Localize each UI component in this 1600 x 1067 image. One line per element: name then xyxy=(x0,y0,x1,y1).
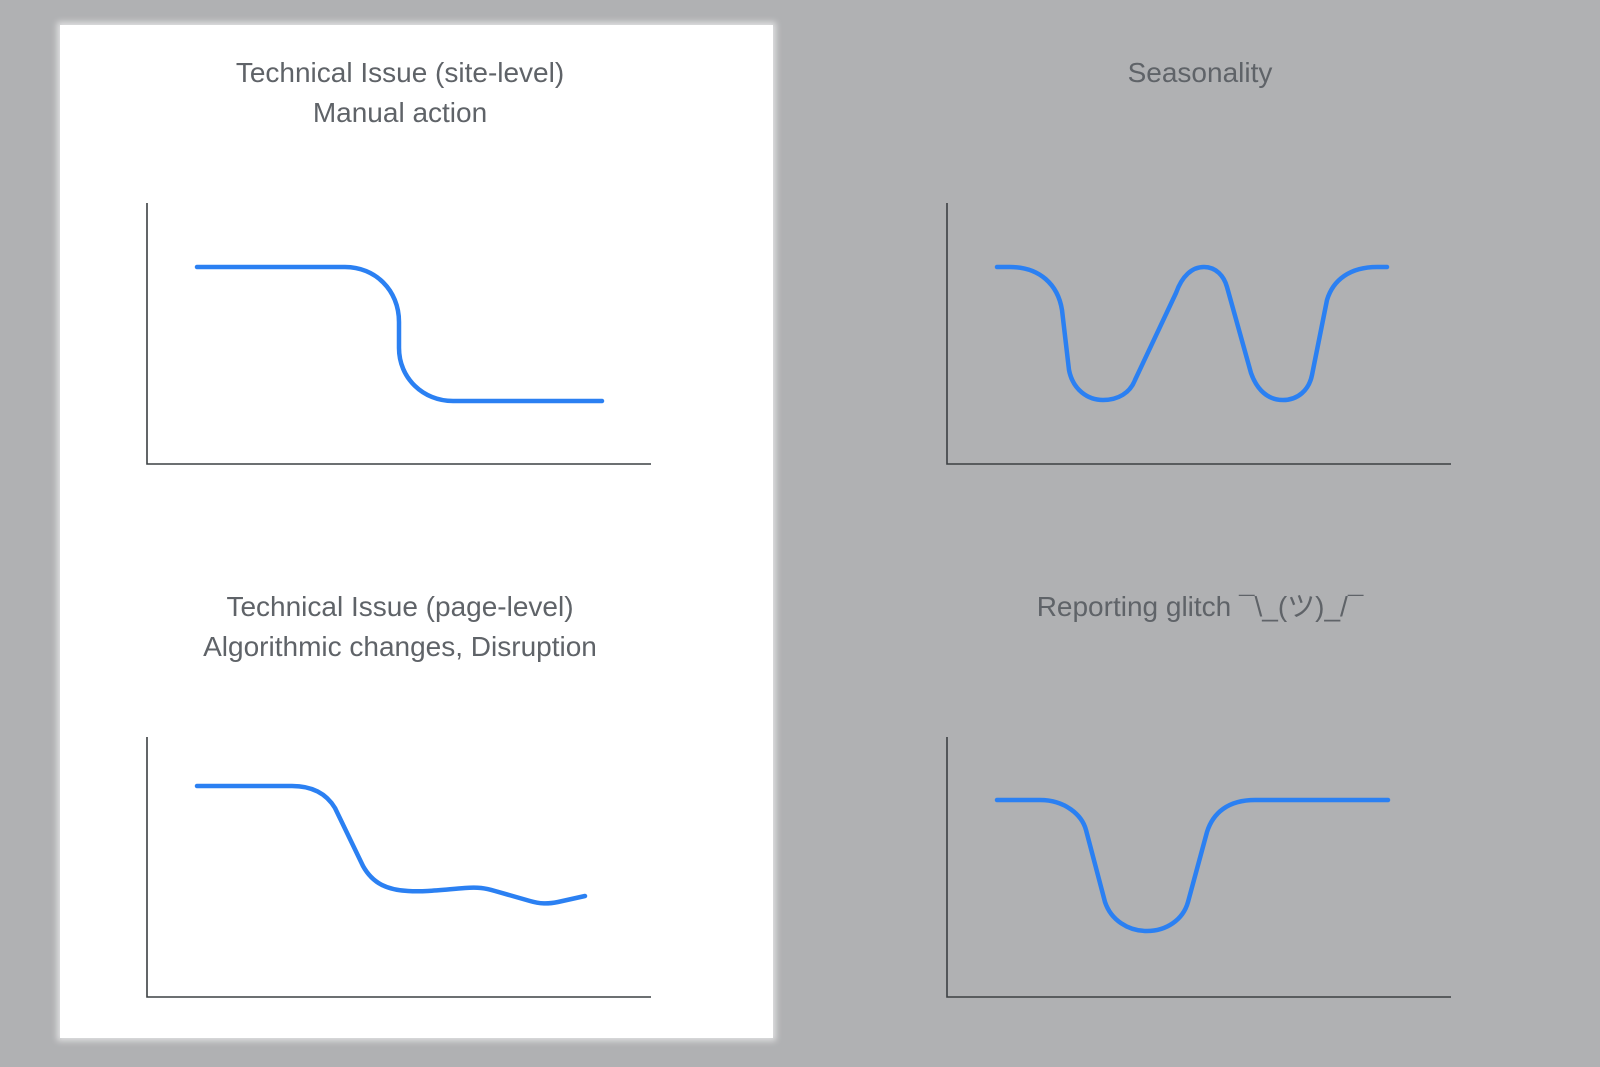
axes xyxy=(946,203,1451,465)
title-line: Seasonality xyxy=(1127,57,1273,88)
chart-page-level xyxy=(146,737,651,998)
axes xyxy=(146,737,651,998)
title-line: Technical Issue (page-level) xyxy=(226,591,574,622)
axes xyxy=(946,737,1451,998)
axes xyxy=(146,203,651,465)
chart-title-site-level: Technical Issue (site-level) Manual acti… xyxy=(50,53,750,133)
chart-seasonality xyxy=(946,203,1451,465)
trend-line xyxy=(994,264,1390,403)
subtitle-line: Algorithmic changes, Disruption xyxy=(203,631,597,662)
chart-title-page-level: Technical Issue (page-level) Algorithmic… xyxy=(50,587,750,667)
trend-line xyxy=(994,797,1391,934)
trend-line xyxy=(194,783,588,906)
highlight-panel xyxy=(60,25,773,1038)
trend-line xyxy=(194,264,605,404)
chart-title-reporting-glitch: Reporting glitch ¯\_(ツ)_/¯ xyxy=(850,587,1550,627)
title-line: Technical Issue (site-level) xyxy=(235,57,565,88)
title-line: Reporting glitch ¯\_(ツ)_/¯ xyxy=(1036,591,1364,622)
chart-title-seasonality: Seasonality xyxy=(850,53,1550,93)
chart-site-level xyxy=(146,203,651,465)
chart-reporting-glitch xyxy=(946,737,1451,998)
subtitle-line: Manual action xyxy=(312,97,488,128)
